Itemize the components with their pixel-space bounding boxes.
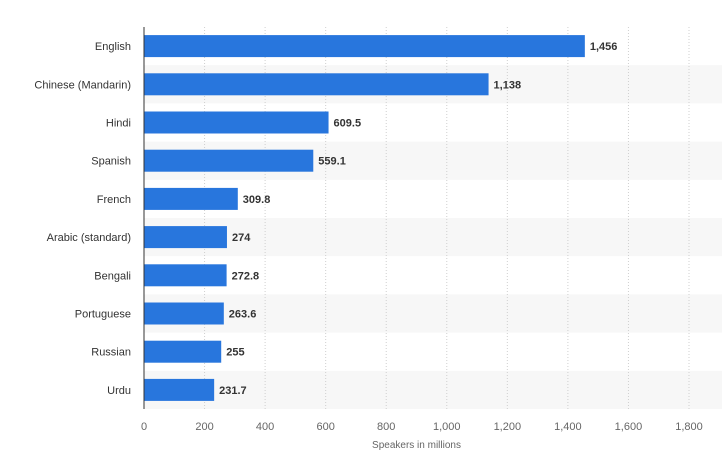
bars bbox=[144, 35, 585, 401]
bar[interactable] bbox=[144, 226, 227, 249]
x-tick-label: 200 bbox=[195, 421, 213, 433]
bar[interactable] bbox=[144, 340, 222, 363]
value-labels: 1,456 1,138 609.5 559.1 309.8 274 272.8 263.6 25… bbox=[219, 41, 617, 397]
bar[interactable] bbox=[144, 73, 489, 96]
bar[interactable] bbox=[144, 378, 215, 401]
x-tick-label: 400 bbox=[256, 421, 274, 433]
category-label: Russian bbox=[91, 347, 131, 359]
x-tick-label: 1,200 bbox=[494, 421, 522, 433]
bar[interactable] bbox=[144, 111, 329, 134]
bar[interactable] bbox=[144, 302, 224, 325]
category-label: Spanish bbox=[91, 156, 131, 168]
value-label: 231.7 bbox=[219, 385, 247, 397]
x-tick-label: 0 bbox=[141, 421, 147, 433]
category-label: English bbox=[95, 41, 131, 53]
x-axis-title: Speakers in millions bbox=[372, 440, 461, 451]
x-tick-label: 1,800 bbox=[675, 421, 703, 433]
value-label: 309.8 bbox=[243, 194, 271, 206]
row-band bbox=[144, 370, 722, 409]
x-tick-label: 1,600 bbox=[615, 421, 643, 433]
x-tick-label: 800 bbox=[377, 421, 395, 433]
bar[interactable] bbox=[144, 187, 238, 210]
category-label: Hindi bbox=[106, 118, 131, 130]
value-label: 255 bbox=[226, 347, 244, 359]
row-bands bbox=[144, 65, 722, 409]
category-label: Chinese (Mandarin) bbox=[34, 79, 131, 91]
value-label: 609.5 bbox=[334, 118, 362, 130]
value-label: 559.1 bbox=[318, 156, 346, 168]
x-tick-label: 600 bbox=[316, 421, 334, 433]
value-label: 274 bbox=[232, 232, 251, 244]
category-label: French bbox=[97, 194, 131, 206]
row-band bbox=[144, 218, 722, 257]
bar[interactable] bbox=[144, 35, 585, 58]
value-label: 263.6 bbox=[229, 309, 257, 321]
category-label: Portuguese bbox=[75, 309, 131, 321]
bar[interactable] bbox=[144, 149, 314, 172]
bar[interactable] bbox=[144, 264, 227, 287]
category-label: Arabic (standard) bbox=[47, 232, 131, 244]
x-axis-ticks: 0 200 400 600 800 1,000 1,200 1,400 1,600 1,800 bbox=[141, 421, 703, 433]
x-tick-label: 1,000 bbox=[433, 421, 461, 433]
category-labels: English Chinese (Mandarin) Hindi Spanish Fre… bbox=[34, 41, 131, 397]
x-tick-label: 1,400 bbox=[554, 421, 582, 433]
value-label: 1,456 bbox=[590, 41, 618, 53]
row-band bbox=[144, 294, 722, 333]
category-label: Bengali bbox=[94, 270, 131, 282]
value-label: 272.8 bbox=[232, 270, 260, 282]
category-label: Urdu bbox=[107, 385, 131, 397]
value-label: 1,138 bbox=[494, 79, 522, 91]
